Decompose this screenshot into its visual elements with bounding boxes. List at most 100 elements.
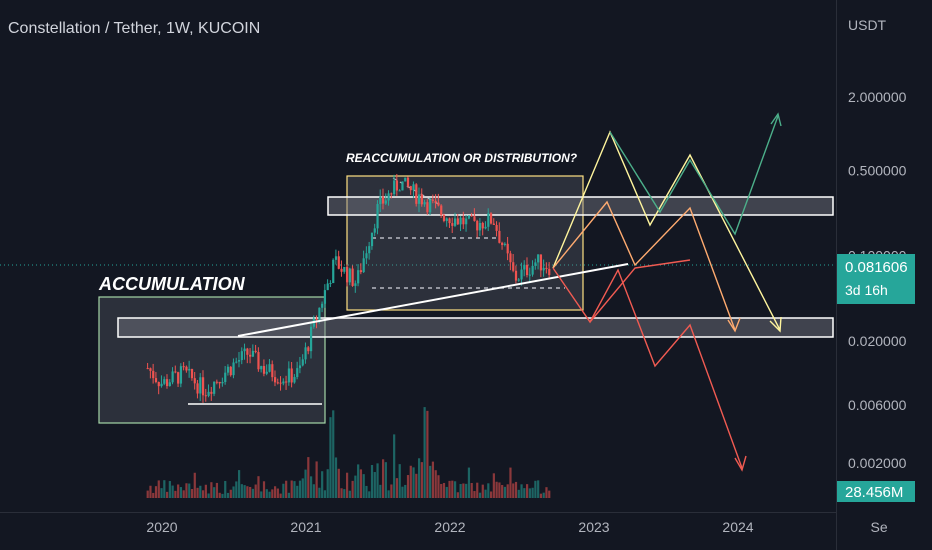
volume-bar bbox=[276, 488, 279, 498]
candle-body bbox=[185, 366, 188, 371]
candle-body bbox=[381, 196, 385, 204]
volume-bar bbox=[404, 484, 407, 498]
volume-bar bbox=[434, 470, 437, 498]
candle-body bbox=[476, 220, 479, 231]
volume-bar bbox=[440, 483, 443, 498]
candle-body bbox=[512, 262, 515, 271]
price-axis-separator bbox=[836, 0, 837, 550]
candle-body bbox=[188, 368, 191, 371]
candle-body bbox=[215, 381, 219, 383]
volume-bar bbox=[545, 487, 548, 498]
time-tick-label: Se bbox=[871, 519, 888, 535]
volume-bar bbox=[260, 491, 263, 498]
volume-bar bbox=[315, 461, 318, 498]
candle-body bbox=[467, 215, 471, 219]
volume-bar bbox=[243, 485, 246, 498]
price-tick-label: 0.500000 bbox=[848, 162, 907, 178]
candle-body bbox=[276, 382, 279, 384]
candle-body bbox=[190, 368, 194, 379]
candle-body bbox=[456, 218, 459, 225]
candle-body bbox=[199, 377, 202, 394]
candle-body bbox=[503, 243, 507, 245]
candle-body bbox=[387, 193, 390, 201]
candle-body bbox=[210, 391, 213, 394]
reaccumulation-label: REACCUMULATION OR DISTRIBUTION? bbox=[346, 151, 578, 165]
volume-bar bbox=[354, 475, 357, 498]
projection-path-green[interactable] bbox=[609, 115, 779, 236]
candle-body bbox=[345, 266, 349, 283]
volume-bar bbox=[437, 475, 440, 498]
volume-bar bbox=[495, 481, 498, 498]
candle-body bbox=[249, 354, 252, 357]
volume-bar bbox=[185, 483, 188, 498]
volume-bar bbox=[420, 462, 423, 498]
candle-body bbox=[359, 270, 363, 273]
candle-body bbox=[393, 180, 396, 195]
volume-bar bbox=[512, 483, 515, 498]
volume-bar bbox=[254, 484, 257, 498]
upper-resistance-zone[interactable] bbox=[327, 196, 834, 216]
candle-body bbox=[260, 366, 263, 370]
candle-body bbox=[293, 377, 296, 383]
volume-bar bbox=[525, 484, 529, 498]
volume-bar bbox=[476, 482, 479, 498]
volume-bar bbox=[235, 481, 238, 498]
volume-bar bbox=[337, 468, 340, 498]
volume-bar bbox=[384, 462, 387, 498]
volume-bar bbox=[368, 491, 371, 498]
projection-path-orange[interactable] bbox=[552, 200, 736, 331]
volume-bar bbox=[442, 482, 446, 498]
volume-bar bbox=[431, 461, 435, 498]
candle-body bbox=[304, 347, 307, 360]
volume-bar bbox=[296, 485, 299, 498]
volume-bar bbox=[489, 491, 493, 498]
candle-body bbox=[473, 216, 476, 221]
candle-body bbox=[401, 181, 404, 191]
volume-bar bbox=[459, 484, 462, 498]
projection-path-red-alt[interactable] bbox=[589, 259, 691, 323]
candle-body bbox=[229, 366, 232, 376]
candle-body bbox=[262, 366, 266, 374]
candle-body bbox=[487, 213, 490, 227]
volume-bar bbox=[298, 480, 302, 498]
projection-path-red[interactable] bbox=[552, 267, 743, 469]
volume-bar bbox=[537, 480, 540, 498]
candle-body bbox=[539, 254, 543, 271]
volume-bar bbox=[359, 469, 363, 498]
volume-bar bbox=[268, 491, 271, 498]
rising-trendline[interactable] bbox=[237, 263, 629, 337]
candle-body bbox=[235, 361, 238, 363]
volume-bar bbox=[199, 485, 202, 498]
candle-body bbox=[157, 382, 160, 387]
candle-body bbox=[520, 269, 523, 280]
candle-body bbox=[451, 223, 454, 226]
candle-body bbox=[462, 217, 465, 225]
candle-body bbox=[362, 258, 365, 273]
candle-body bbox=[271, 364, 274, 378]
candle-body bbox=[177, 372, 180, 384]
candle-body bbox=[193, 378, 196, 384]
volume-bar bbox=[190, 488, 194, 498]
price-tick-label: 2.000000 bbox=[848, 89, 907, 105]
lower-support-zone[interactable] bbox=[117, 317, 834, 338]
candle-body bbox=[348, 268, 351, 283]
projection-path-yellow[interactable] bbox=[552, 130, 781, 331]
candle-body bbox=[334, 256, 338, 260]
reaccumulation-box[interactable] bbox=[346, 175, 584, 311]
candle-body bbox=[354, 283, 357, 286]
candle-body bbox=[196, 383, 199, 394]
volume-bar bbox=[265, 489, 268, 498]
volume-bar bbox=[157, 480, 160, 498]
candle-body bbox=[240, 351, 243, 361]
volume-bar bbox=[218, 492, 221, 498]
volume-bar bbox=[548, 490, 551, 498]
candle-body bbox=[431, 199, 435, 201]
candle-body bbox=[318, 307, 321, 320]
candle-body bbox=[470, 215, 473, 217]
candle-body bbox=[426, 202, 429, 213]
candle-body bbox=[429, 199, 432, 213]
volume-bar bbox=[282, 483, 285, 498]
candle-body bbox=[298, 365, 302, 369]
candle-body bbox=[357, 270, 360, 284]
